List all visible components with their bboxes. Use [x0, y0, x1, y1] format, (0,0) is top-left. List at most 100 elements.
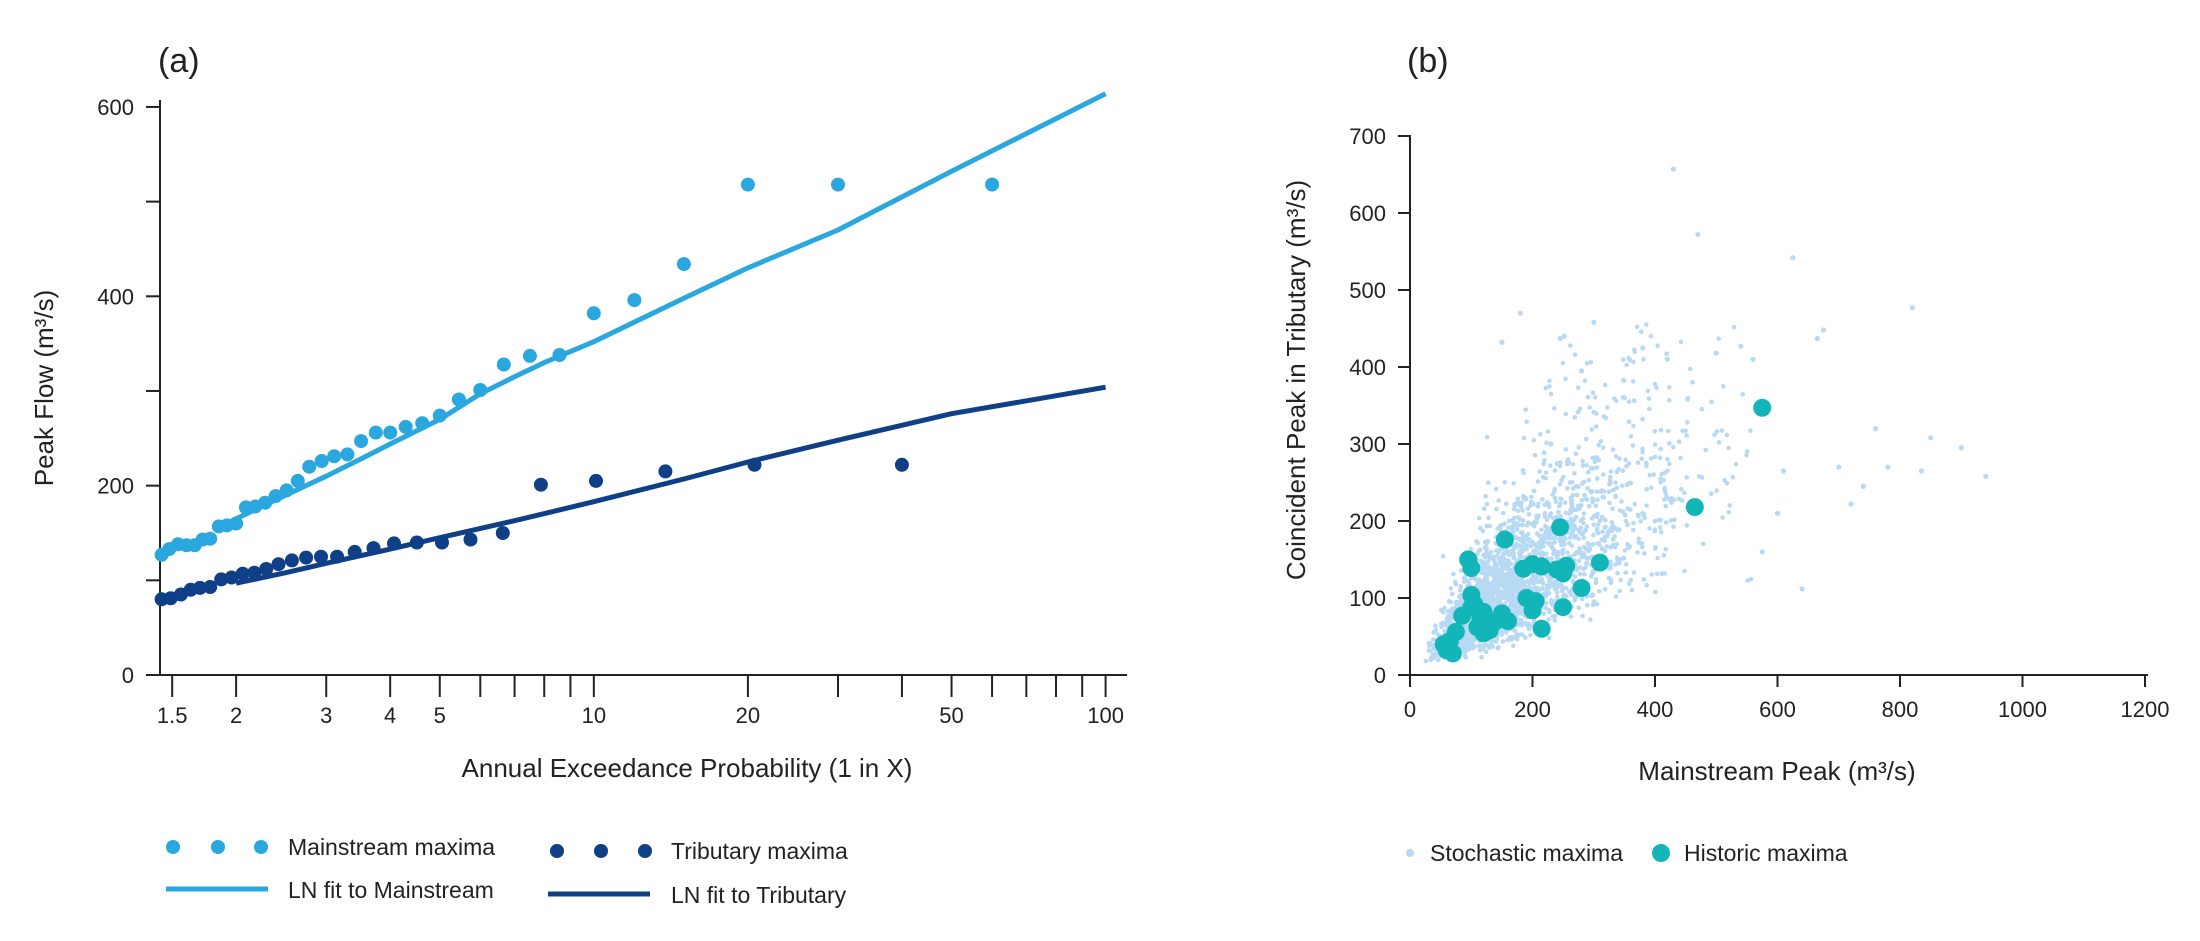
data-point: [985, 177, 1000, 192]
stochastic-point: [1537, 469, 1542, 474]
stochastic-point: [1516, 515, 1521, 520]
stochastic-point: [1544, 524, 1549, 530]
stochastic-point: [1620, 509, 1626, 514]
stochastic-point: [1531, 618, 1537, 624]
stochastic-point: [1539, 527, 1544, 533]
stochastic-point: [1623, 518, 1629, 524]
stochastic-point: [1582, 554, 1588, 560]
stochastic-point: [1885, 464, 1891, 470]
stochastic-point: [1545, 429, 1551, 434]
data-point: [658, 464, 673, 479]
stochastic-point: [1591, 409, 1596, 415]
stochastic-point: [1566, 540, 1572, 546]
legend-label-stochastic-maxima: Stochastic maxima: [1430, 840, 1623, 866]
stochastic-point: [1703, 447, 1708, 453]
data-point: [247, 565, 262, 580]
stochastic-point: [1465, 630, 1470, 635]
stochastic-point: [1714, 488, 1719, 494]
historic-point: [1532, 557, 1551, 576]
stochastic-point: [1596, 530, 1601, 536]
stochastic-point: [1726, 445, 1731, 451]
data-point: [284, 553, 299, 568]
stochastic-point: [1678, 339, 1684, 345]
data-point: [496, 357, 511, 372]
stochastic-point: [1572, 352, 1578, 357]
stochastic-point: [1645, 388, 1651, 394]
stochastic-point: [1684, 523, 1690, 528]
stochastic-point: [1478, 558, 1484, 564]
stochastic-point: [1570, 578, 1576, 584]
stochastic-point: [1509, 572, 1514, 577]
stochastic-point: [1550, 492, 1556, 497]
stochastic-point: [1531, 437, 1537, 443]
stochastic-point: [1628, 480, 1633, 486]
stochastic-point: [1504, 575, 1510, 581]
stochastic-point: [1585, 541, 1590, 546]
stochastic-point: [1541, 611, 1547, 616]
stochastic-point: [1690, 380, 1695, 385]
stochastic-point: [1595, 497, 1600, 503]
stochastic-point: [1647, 526, 1652, 531]
stochastic-point: [1484, 547, 1489, 552]
stochastic-point: [1576, 445, 1582, 450]
stochastic-point: [1598, 489, 1604, 494]
stochastic-point: [1635, 550, 1640, 555]
stochastic-point: [1714, 429, 1720, 434]
stochastic-point: [1582, 493, 1587, 498]
stochastic-point: [1709, 399, 1714, 405]
stochastic-point: [1615, 570, 1620, 576]
stochastic-point: [1621, 395, 1627, 401]
stochastic-point: [1678, 455, 1683, 461]
stochastic-point: [1685, 397, 1690, 402]
stochastic-point: [1748, 576, 1754, 582]
stochastic-point: [1759, 549, 1765, 555]
stochastic-point: [1532, 453, 1538, 458]
stochastic-point: [1584, 462, 1589, 468]
stochastic-point: [1486, 480, 1491, 486]
stochastic-point: [1492, 557, 1497, 563]
stochastic-point: [1745, 578, 1750, 583]
stochastic-point: [1520, 580, 1526, 586]
stochastic-point: [1608, 469, 1614, 474]
stochastic-point: [1542, 510, 1547, 516]
y-tick-label: 700: [1349, 124, 1386, 149]
y-tick-label: 500: [1349, 278, 1386, 303]
stochastic-point: [1848, 501, 1854, 507]
stochastic-point: [1657, 525, 1663, 530]
stochastic-point: [1499, 632, 1504, 637]
stochastic-point: [1589, 427, 1595, 432]
stochastic-point: [1557, 501, 1563, 507]
stochastic-point: [1536, 532, 1542, 538]
stochastic-point: [1640, 416, 1645, 422]
stochastic-point: [1593, 424, 1599, 429]
stochastic-point: [1549, 544, 1555, 549]
stochastic-point: [1640, 449, 1645, 455]
stochastic-point: [1652, 528, 1658, 534]
stochastic-point: [1556, 510, 1561, 515]
stochastic-point: [1463, 643, 1469, 649]
stochastic-point: [1497, 596, 1503, 601]
historic-point: [1474, 624, 1493, 643]
stochastic-point: [1745, 449, 1750, 454]
stochastic-point: [1641, 577, 1647, 582]
historic-point: [1554, 598, 1573, 617]
stochastic-point: [1565, 486, 1570, 491]
stochastic-point: [1578, 368, 1585, 374]
stochastic-point: [1546, 504, 1552, 510]
stochastic-point: [1508, 561, 1513, 567]
stochastic-point: [1665, 457, 1670, 462]
stochastic-point: [1584, 560, 1589, 566]
stochastic-point: [1583, 436, 1589, 442]
stochastic-point: [1516, 551, 1522, 556]
stochastic-point: [1487, 595, 1492, 601]
stochastic-point: [1590, 592, 1595, 597]
stochastic-point: [1622, 512, 1628, 518]
data-point: [314, 454, 329, 468]
stochastic-point: [1609, 520, 1615, 525]
x-tick-label: 1.5: [157, 703, 188, 728]
stochastic-point: [1814, 335, 1820, 342]
stochastic-point: [1520, 518, 1526, 523]
stochastic-point: [1836, 464, 1842, 470]
stochastic-point: [1547, 535, 1553, 541]
stochastic-point: [1423, 658, 1429, 664]
